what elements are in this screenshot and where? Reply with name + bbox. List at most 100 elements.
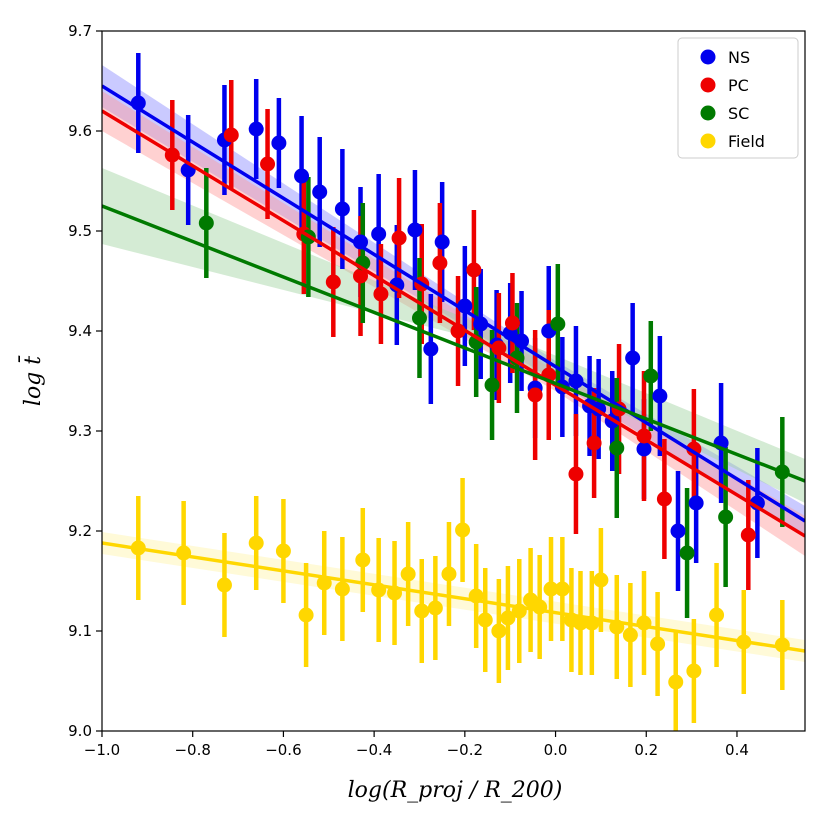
y-tick-label: 9.3 (68, 422, 92, 440)
field-data-point (709, 607, 725, 623)
y-tick-label: 9.1 (68, 622, 92, 640)
x-tick-label: 0.0 (544, 741, 568, 759)
field-fit-line (102, 541, 805, 653)
field-data-point (298, 607, 314, 623)
pc-data-point (223, 127, 239, 143)
field-data-point (572, 615, 588, 631)
ns-fit-line (102, 84, 805, 523)
field-data-point (686, 663, 702, 679)
pc-data-point (656, 491, 672, 507)
ns-data-point (423, 341, 439, 357)
field-data-point (400, 566, 416, 582)
x-tick-label: −1.0 (84, 741, 120, 759)
pc-data-point (527, 387, 543, 403)
field-data-point (455, 522, 471, 538)
pc-data-point (504, 315, 520, 331)
ns-data-point (636, 441, 652, 457)
legend-label-ns: NS (728, 48, 750, 67)
legend-marker-field (700, 133, 716, 149)
pc-data-point (353, 268, 369, 284)
sc-data-point (411, 310, 427, 326)
y-tick-label: 9.5 (68, 222, 92, 240)
field-data-point (477, 612, 493, 628)
x-axis-label: log(R_proj / R_200) (348, 778, 563, 803)
ns-data-point (652, 388, 668, 404)
pc-fit-line (102, 109, 805, 538)
field-data-point (543, 581, 559, 597)
field-data-point (427, 600, 443, 616)
field-data-point (441, 566, 457, 582)
y-tick-label: 9.7 (68, 22, 92, 40)
x-tick-label: −0.6 (265, 741, 301, 759)
sc-data-point (609, 440, 625, 456)
y-tick-label: 9.0 (68, 722, 92, 740)
sc-data-point (484, 377, 500, 393)
plot-frame (101, 30, 806, 732)
x-tick-label: 0.4 (725, 741, 749, 759)
x-tick-label: −0.2 (447, 741, 483, 759)
y-tick-label: 9.2 (68, 522, 92, 540)
ns-data-point (434, 234, 450, 250)
pc-data-point (568, 466, 584, 482)
ns-data-point (625, 350, 641, 366)
sc-fit-line (102, 204, 805, 483)
ns-data-point (312, 184, 328, 200)
pc-data-point (325, 274, 341, 290)
x-tick-label: −0.4 (356, 741, 392, 759)
pc-data-point (586, 435, 602, 451)
ns-data-point (334, 201, 350, 217)
x-axis-ticks: −1.0 −0.8 −0.6 −0.4 −0.2 0.0 0.2 0.4 (84, 731, 749, 759)
x-tick-label: −0.8 (174, 741, 210, 759)
field-data-point (275, 543, 291, 559)
x-tick-label: 0.2 (634, 741, 658, 759)
sc-data-point (643, 368, 659, 384)
pc-data-point (391, 230, 407, 246)
sc-confidence-band (102, 168, 805, 503)
ns-data-point (371, 226, 387, 242)
field-data-point (554, 581, 570, 597)
pc-data-point (260, 156, 276, 172)
pc-data-point (740, 527, 756, 543)
sc-data-point (509, 350, 525, 366)
field-data-point (622, 627, 638, 643)
field-data-point (593, 572, 609, 588)
legend: NS PC SC Field (677, 37, 799, 159)
sc-data-point (550, 316, 566, 332)
y-axis-ticks: 9.0 9.1 9.2 9.3 9.4 9.5 9.6 9.7 (68, 22, 102, 740)
ns-data-point (294, 168, 310, 184)
legend-marker-pc (700, 77, 716, 93)
ns-data-point (407, 222, 423, 238)
legend-marker-sc (700, 105, 716, 121)
y-tick-label: 9.4 (68, 322, 92, 340)
y-axis-label: log t̄ (18, 355, 46, 406)
ns-data-point (688, 495, 704, 511)
field-data-point (668, 674, 684, 690)
ns-data-point (271, 135, 287, 151)
ns-data-point (473, 316, 489, 332)
sc-data-point (718, 509, 734, 525)
pc-data-point (373, 286, 389, 302)
y-tick-label: 9.6 (68, 122, 92, 140)
legend-label-pc: PC (728, 76, 749, 95)
field-data-point (500, 610, 516, 626)
legend-label-sc: SC (728, 104, 749, 123)
field-data-point (355, 552, 371, 568)
sc-data-point (198, 215, 214, 231)
fit-lines (102, 84, 805, 653)
field-data-point (491, 623, 507, 639)
legend-marker-ns (700, 49, 716, 65)
ns-data-point (670, 523, 686, 539)
legend-box (677, 37, 799, 159)
sc-data-point (679, 545, 695, 561)
field-data-point (334, 581, 350, 597)
field-data-point (216, 577, 232, 593)
ns-data-point (248, 121, 264, 137)
field-data-point (414, 603, 430, 619)
legend-label-field: Field (728, 132, 765, 151)
pc-data-point (432, 255, 448, 271)
pc-data-point (466, 262, 482, 278)
field-data-point (248, 535, 264, 551)
field-data-point (650, 636, 666, 652)
